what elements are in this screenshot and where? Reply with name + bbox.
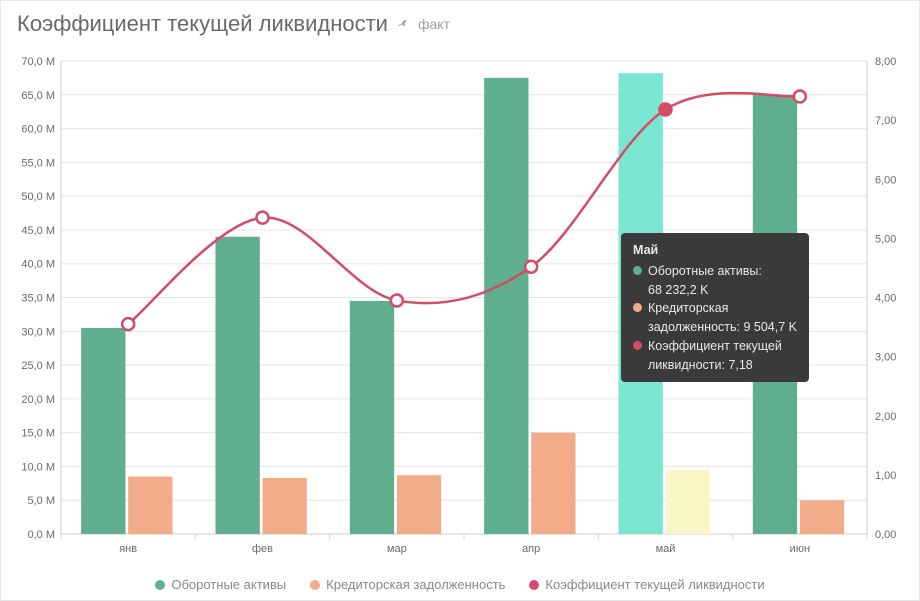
legend-item-assets[interactable]: Оборотные активы [155, 577, 286, 592]
svg-text:20,0 M: 20,0 M [21, 394, 55, 406]
svg-text:7,00: 7,00 [875, 115, 896, 127]
svg-text:45,0 M: 45,0 M [21, 225, 55, 237]
legend-label: Оборотные активы [171, 577, 286, 592]
svg-text:35,0 M: 35,0 M [21, 293, 55, 305]
bar-payables[interactable] [666, 470, 710, 534]
legend-label: Кредиторская задолженность [326, 577, 505, 592]
card-title: Коэффициент текущей ликвидности [17, 11, 388, 37]
bar-assets[interactable] [350, 301, 394, 534]
svg-text:0,0 M: 0,0 M [27, 529, 55, 541]
marker-ratio[interactable] [660, 103, 672, 115]
svg-text:30,0 M: 30,0 M [21, 326, 55, 338]
legend-dot [310, 580, 320, 590]
bar-payables[interactable] [128, 477, 172, 534]
card-subtitle: факт [418, 16, 450, 32]
svg-text:6,00: 6,00 [875, 174, 896, 186]
svg-text:55,0 M: 55,0 M [21, 157, 55, 169]
svg-text:5,0 M: 5,0 M [27, 495, 55, 507]
bar-payables[interactable] [263, 478, 307, 534]
bar-payables[interactable] [531, 433, 575, 534]
bar-assets[interactable] [484, 78, 528, 534]
marker-ratio[interactable] [257, 212, 269, 224]
svg-text:8,00: 8,00 [875, 56, 896, 68]
svg-text:1,00: 1,00 [875, 470, 896, 482]
bar-assets[interactable] [753, 95, 797, 534]
svg-text:15,0 M: 15,0 M [21, 428, 55, 440]
bar-assets[interactable] [618, 73, 662, 534]
pin-icon[interactable] [396, 17, 410, 31]
bar-assets[interactable] [81, 328, 125, 534]
marker-ratio[interactable] [525, 261, 537, 273]
legend-item-ratio[interactable]: Коэффициент текущей ликвидности [529, 577, 764, 592]
svg-text:июн: июн [790, 543, 810, 555]
svg-text:60,0 M: 60,0 M [21, 124, 55, 136]
card-header: Коэффициент текущей ликвидности факт [1, 1, 919, 47]
legend-label: Коэффициент текущей ликвидности [545, 577, 764, 592]
svg-text:янв: янв [119, 543, 137, 555]
chart-area[interactable]: 0,0 M 5,0 M 10,0 M 15,0 M 20,0 M 25,0 M 30,0 M… [1, 47, 919, 562]
legend-dot [529, 580, 539, 590]
marker-ratio[interactable] [794, 90, 806, 102]
svg-text:0,00: 0,00 [875, 529, 896, 541]
chart-svg: 0,0 M 5,0 M 10,0 M 15,0 M 20,0 M 25,0 M 30,0 M… [1, 47, 919, 562]
bar-assets[interactable] [215, 237, 259, 534]
svg-text:10,0 M: 10,0 M [21, 461, 55, 473]
svg-text:2,00: 2,00 [875, 411, 896, 423]
svg-text:50,0 M: 50,0 M [21, 191, 55, 203]
legend: Оборотные активы Кредиторская задолженно… [1, 577, 919, 592]
svg-text:25,0 M: 25,0 M [21, 360, 55, 372]
bar-payables[interactable] [397, 475, 441, 534]
svg-text:4,00: 4,00 [875, 293, 896, 305]
marker-ratio[interactable] [391, 294, 403, 306]
svg-text:мар: мар [387, 543, 407, 555]
svg-text:70,0 M: 70,0 M [21, 56, 55, 68]
svg-text:фев: фев [252, 543, 273, 555]
svg-text:3,00: 3,00 [875, 352, 896, 364]
svg-text:65,0 M: 65,0 M [21, 90, 55, 102]
legend-dot [155, 580, 165, 590]
svg-text:май: май [656, 543, 676, 555]
chart-card: Коэффициент текущей ликвидности факт 0,0… [0, 0, 920, 601]
bar-payables[interactable] [800, 500, 844, 534]
legend-item-payables[interactable]: Кредиторская задолженность [310, 577, 505, 592]
marker-ratio[interactable] [122, 318, 134, 330]
svg-text:5,00: 5,00 [875, 233, 896, 245]
svg-text:апр: апр [522, 543, 540, 555]
svg-text:40,0 M: 40,0 M [21, 259, 55, 271]
